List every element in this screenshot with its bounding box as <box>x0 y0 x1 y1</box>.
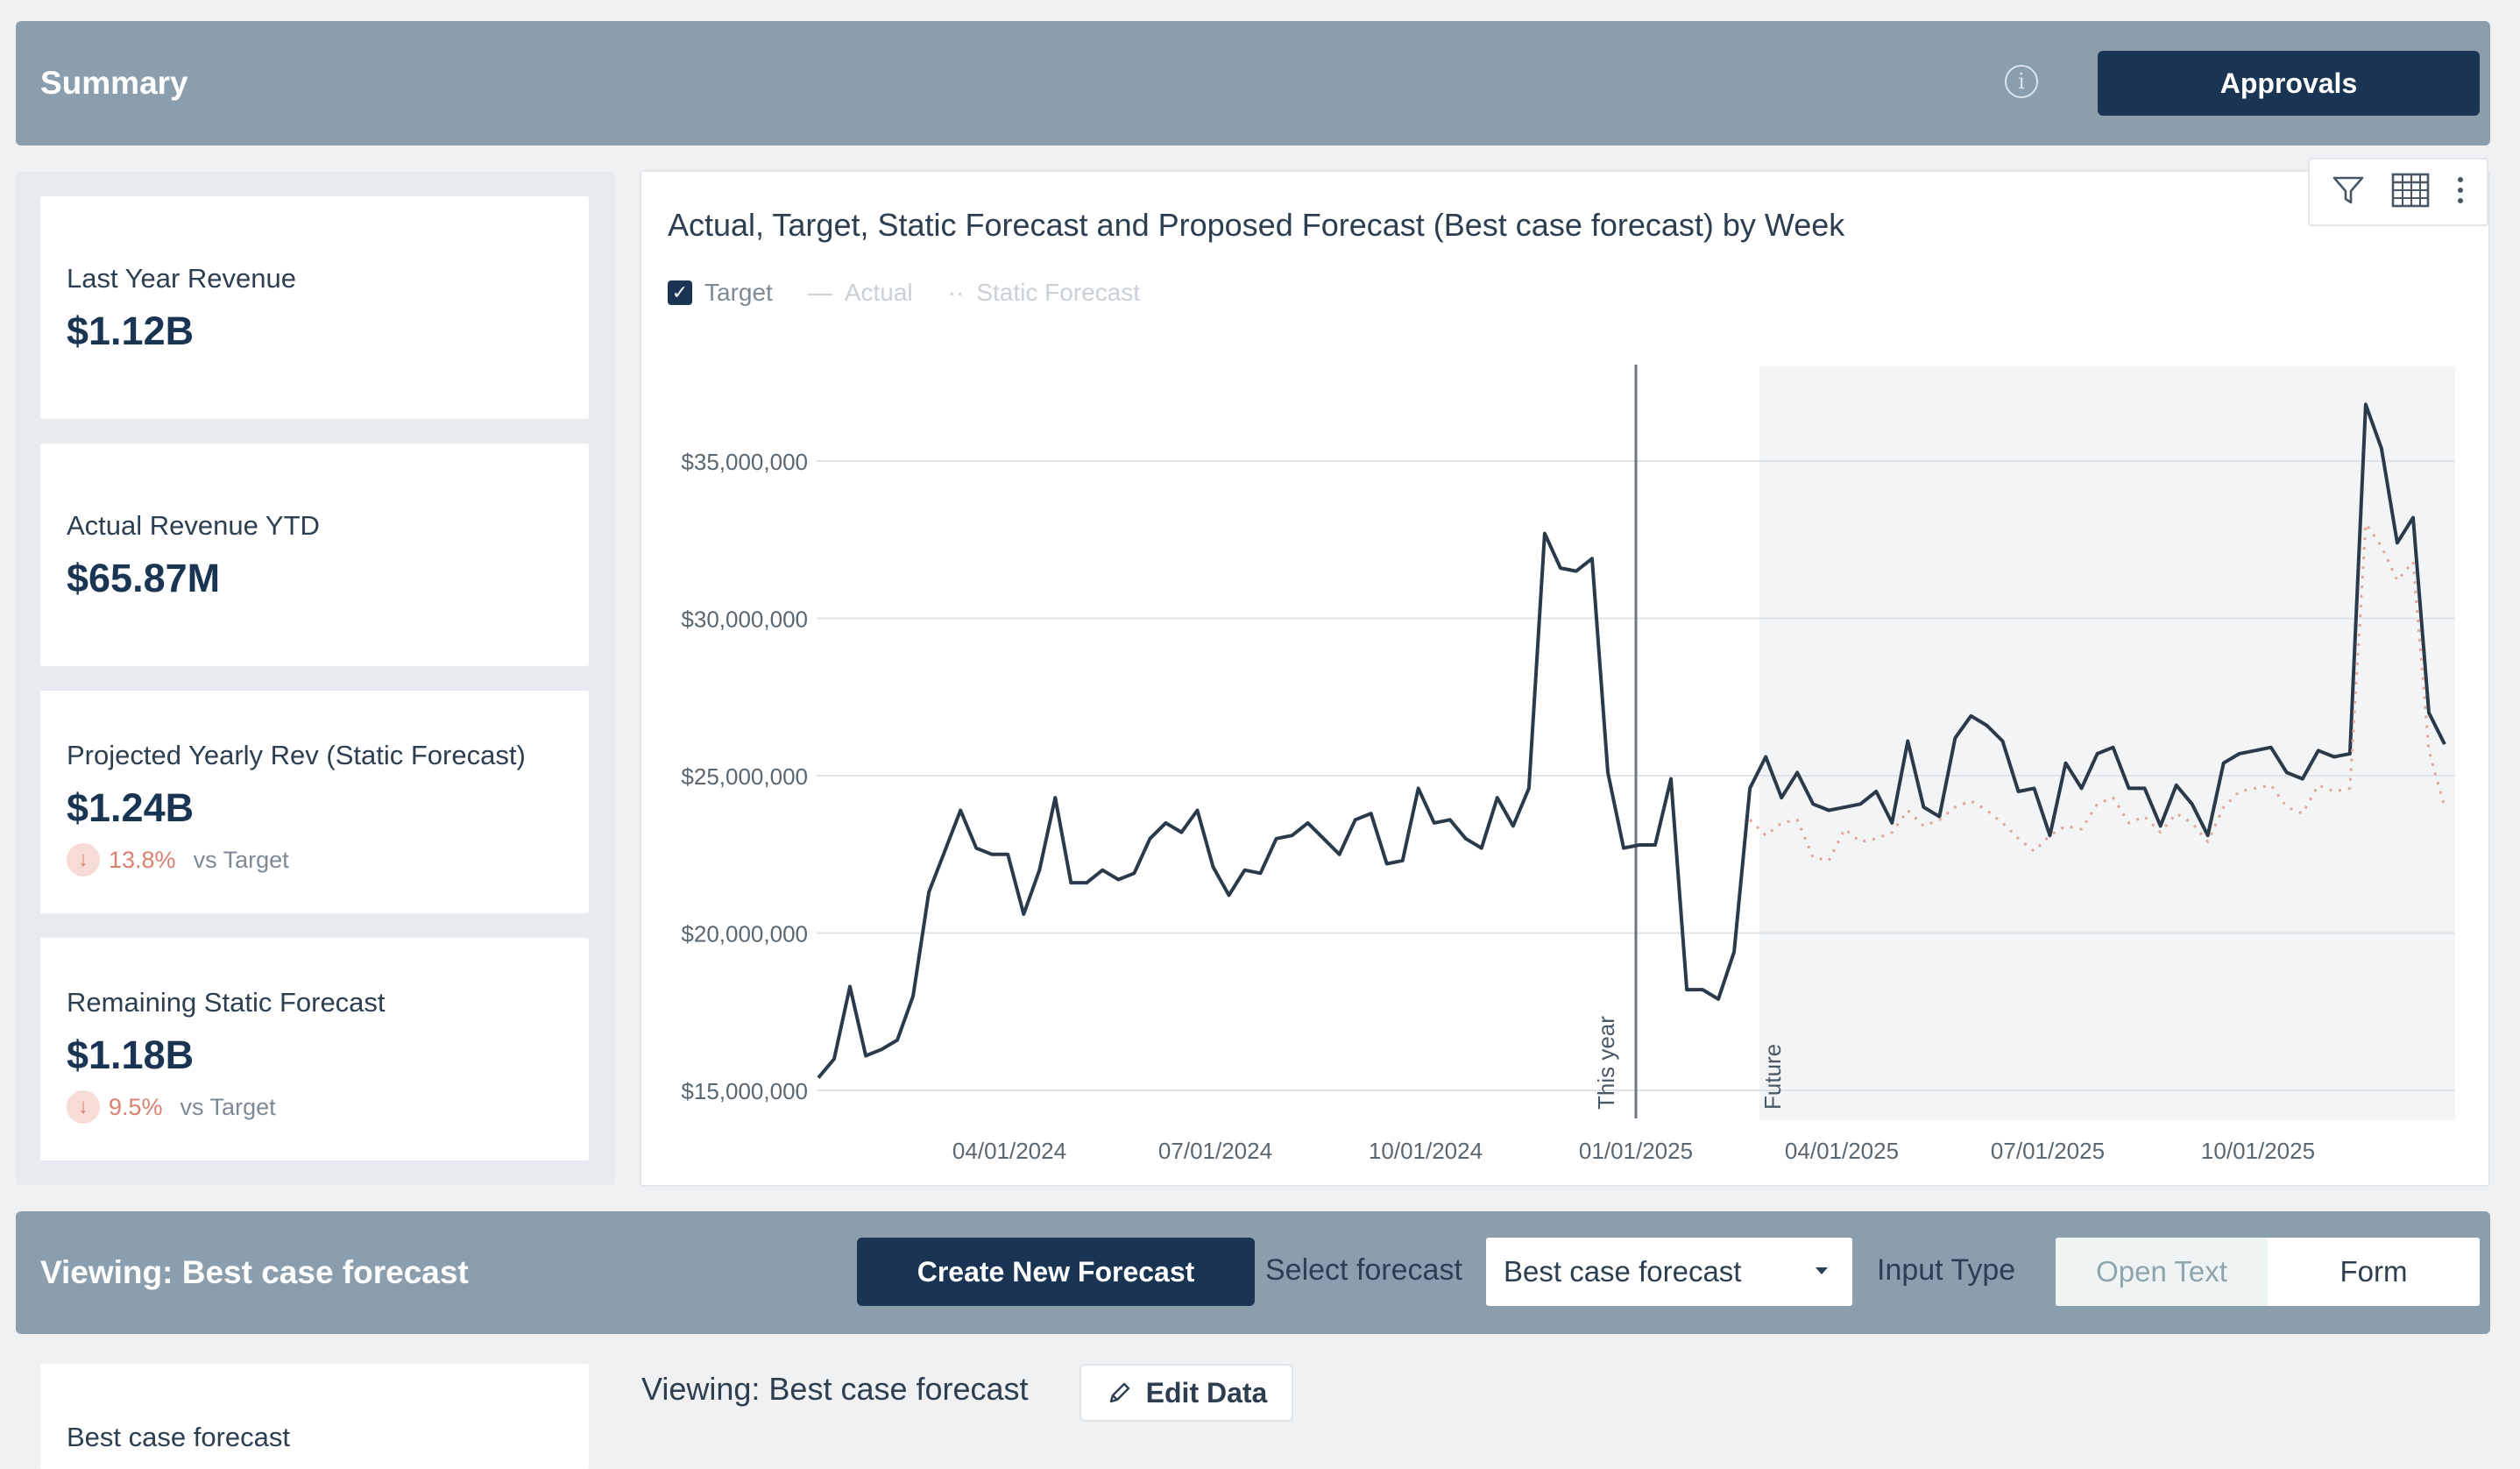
kpi-value: $1.18B <box>67 1033 195 1077</box>
table-icon[interactable] <box>2390 172 2431 213</box>
x-tick-label: 10/01/2025 <box>2201 1138 2315 1164</box>
kpi-card-projected-yearly-rev: Projected Yearly Rev (Static Forecast) $… <box>40 691 589 913</box>
y-tick-label: $35,000,000 <box>681 449 808 475</box>
y-tick-label: $30,000,000 <box>681 607 808 633</box>
pencil-icon <box>1109 1382 1129 1403</box>
kpi-delta: ↓ 13.8% vs Target <box>67 843 289 876</box>
x-tick-label: 07/01/2025 <box>1991 1138 2105 1164</box>
kpi-panel: Last Year Revenue $1.12B Actual Revenue … <box>16 172 615 1185</box>
summary-title: Summary <box>40 65 188 101</box>
chart-toolbar <box>2308 158 2488 226</box>
legend-item-static-forecast[interactable]: Static Forecast <box>976 279 1141 306</box>
legend-swatch-actual: — <box>807 279 832 306</box>
more-vertical-icon[interactable] <box>2455 173 2466 212</box>
forecast-select-value: Best case forecast <box>1504 1255 1742 1288</box>
x-tick-label: 04/01/2025 <box>1785 1138 1899 1164</box>
kpi-label: Remaining Static Forecast <box>67 987 386 1018</box>
viewing-text: Viewing: Best case forecast <box>641 1371 1029 1407</box>
kpi-value: $65.87M <box>67 556 221 600</box>
chevron-down-icon <box>1816 1267 1828 1274</box>
annotation-label: Future <box>1759 1044 1786 1110</box>
y-tick-label: $15,000,000 <box>681 1078 808 1104</box>
chart-title: Actual, Target, Static Forecast and Prop… <box>668 207 1845 243</box>
kpi-label: Projected Yearly Rev (Static Forecast) <box>67 740 526 770</box>
forecast-card-label: Best case forecast <box>67 1422 291 1452</box>
future-region <box>1759 366 2455 1120</box>
filter-icon[interactable] <box>2331 173 2366 212</box>
delta-percent: 13.8% <box>109 846 176 873</box>
viewing-title: Viewing: Best case forecast <box>40 1254 469 1290</box>
x-tick-label: 07/01/2024 <box>1158 1138 1272 1164</box>
input-type-toggle: Open Text Form <box>2056 1238 2480 1306</box>
annotation-label: This year <box>1593 1016 1619 1110</box>
series-line-target <box>817 402 2446 1079</box>
legend-item-target[interactable]: Target <box>704 279 773 306</box>
delta-label: vs Target <box>193 846 289 873</box>
kpi-card-last-year-revenue: Last Year Revenue $1.12B <box>40 196 589 419</box>
legend-swatch-static-forecast: ·· <box>947 279 965 306</box>
y-tick-label: $20,000,000 <box>681 921 808 947</box>
chart-legend: ✓ Target — Actual ·· Static Forecast <box>668 279 1140 307</box>
forecast-card: Best case forecast <box>40 1364 589 1469</box>
input-type-label: Input Type <box>1877 1253 2016 1287</box>
x-tick-label: 10/01/2024 <box>1369 1138 1483 1164</box>
chart-panel: $15,000,000 $20,000,000 $25,000,000 $30,000… <box>640 158 2490 1187</box>
select-forecast-label: Select forecast <box>1265 1253 1462 1287</box>
x-tick-label: 01/01/2025 <box>1579 1138 1693 1164</box>
kpi-value: $1.12B <box>67 309 195 353</box>
line-chart: $15,000,000 $20,000,000 $25,000,000 $30,000… <box>681 365 2455 1164</box>
kpi-value: $1.24B <box>67 785 195 830</box>
info-icon[interactable]: i <box>2005 65 2038 98</box>
viewing-header: Viewing: Best case forecast Create New F… <box>16 1211 2490 1334</box>
forecast-select[interactable]: Best case forecast <box>1486 1238 1852 1306</box>
kpi-card-actual-revenue-ytd: Actual Revenue YTD $65.87M <box>40 444 589 666</box>
x-tick-label: 04/01/2024 <box>952 1138 1066 1164</box>
checkbox-icon[interactable]: ✓ <box>668 280 692 305</box>
toggle-form[interactable]: Form <box>2339 1255 2408 1288</box>
toggle-open-text[interactable]: Open Text <box>2056 1238 2268 1306</box>
arrow-down-icon: ↓ <box>67 1090 100 1124</box>
edit-data-button[interactable]: Edit Data <box>1079 1364 1293 1422</box>
create-new-forecast-button[interactable]: Create New Forecast <box>857 1238 1255 1306</box>
approvals-button[interactable]: Approvals <box>2098 51 2480 116</box>
legend-item-actual[interactable]: Actual <box>844 279 913 306</box>
edit-data-label: Edit Data <box>1145 1376 1268 1409</box>
kpi-label: Actual Revenue YTD <box>67 510 320 541</box>
y-tick-label: $25,000,000 <box>681 763 808 790</box>
delta-percent: 9.5% <box>109 1093 163 1120</box>
kpi-label: Last Year Revenue <box>67 263 296 294</box>
delta-label: vs Target <box>180 1093 276 1120</box>
kpi-card-remaining-static-forecast: Remaining Static Forecast $1.18B ↓ 9.5% … <box>40 938 589 1160</box>
arrow-down-icon: ↓ <box>67 843 100 876</box>
summary-header: Summary i Approvals <box>16 21 2490 145</box>
kpi-delta: ↓ 9.5% vs Target <box>67 1090 276 1124</box>
